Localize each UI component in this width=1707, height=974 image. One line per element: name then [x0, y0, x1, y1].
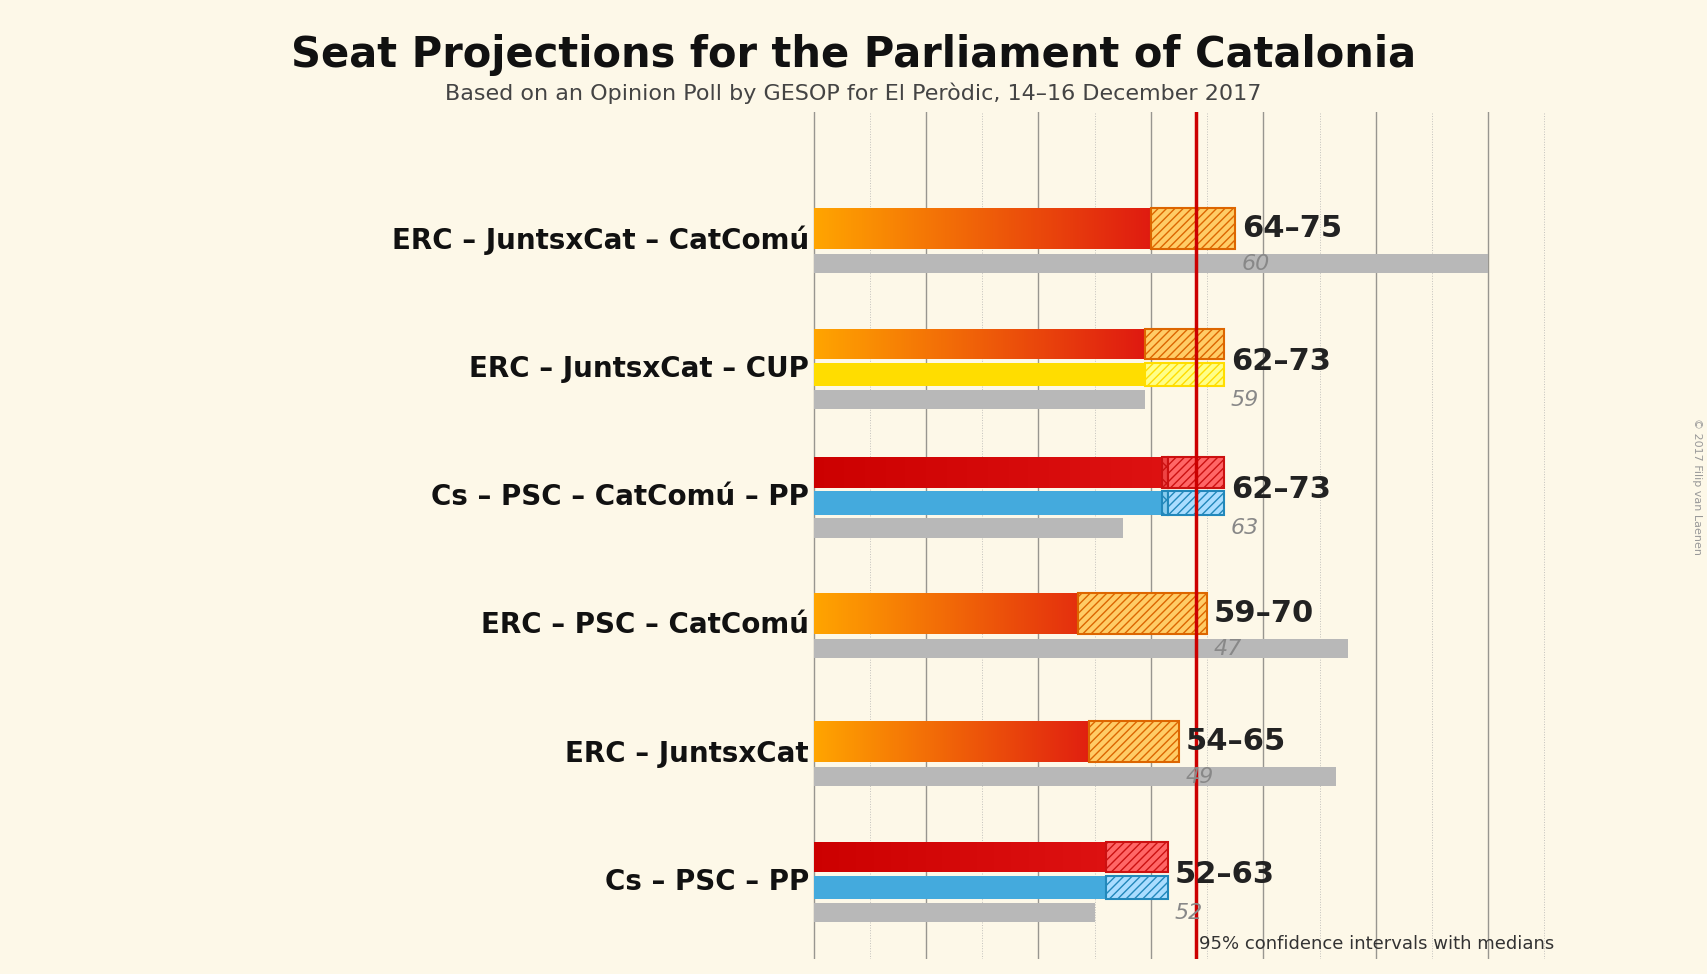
Text: Cs – PSC – PP: Cs – PSC – PP	[604, 868, 809, 896]
Bar	[814, 903, 1094, 922]
Bar	[1162, 457, 1168, 488]
Text: 52–63: 52–63	[1174, 860, 1275, 889]
Text: 62–73: 62–73	[1231, 347, 1330, 376]
Bar	[814, 877, 1168, 899]
Text: Based on an Opinion Poll by GESOP for El Peròdic, 14–16 December 2017: Based on an Opinion Poll by GESOP for El…	[446, 83, 1261, 104]
Bar	[814, 492, 1224, 514]
Bar	[1168, 457, 1224, 488]
Bar	[1145, 363, 1224, 387]
Bar	[814, 639, 1347, 658]
Text: 95% confidence intervals with medians: 95% confidence intervals with medians	[1198, 935, 1553, 953]
Text: © 2017 Filip van Laenen: © 2017 Filip van Laenen	[1692, 419, 1702, 555]
Text: ERC – JuntsxCat: ERC – JuntsxCat	[565, 740, 809, 768]
Text: 63: 63	[1231, 518, 1260, 538]
Bar	[1162, 492, 1168, 514]
Text: 49: 49	[1186, 767, 1214, 787]
Bar	[814, 391, 1145, 409]
Text: Seat Projections for the Parliament of Catalonia: Seat Projections for the Parliament of C…	[290, 34, 1417, 76]
Bar	[1145, 328, 1224, 359]
Text: 60: 60	[1243, 254, 1270, 274]
Text: 54–65: 54–65	[1186, 727, 1285, 756]
Text: ERC – JuntsxCat – CUP: ERC – JuntsxCat – CUP	[469, 355, 809, 383]
Bar	[1151, 208, 1236, 249]
Text: 64–75: 64–75	[1243, 214, 1342, 243]
Text: 59–70: 59–70	[1214, 599, 1314, 628]
Bar	[1106, 877, 1168, 899]
Bar	[814, 768, 1337, 786]
Text: Cs – PSC – CatComú – PP: Cs – PSC – CatComú – PP	[432, 483, 809, 511]
Bar	[1106, 842, 1168, 873]
Bar	[1077, 593, 1207, 634]
Bar	[814, 363, 1162, 387]
Text: 62–73: 62–73	[1231, 475, 1330, 504]
Bar	[814, 518, 1123, 538]
Bar	[814, 254, 1489, 274]
Text: 59: 59	[1231, 390, 1260, 410]
Text: 47: 47	[1214, 639, 1243, 658]
Text: ERC – PSC – CatComú: ERC – PSC – CatComú	[481, 612, 809, 640]
Bar	[1168, 492, 1224, 514]
Text: ERC – JuntsxCat – CatComú: ERC – JuntsxCat – CatComú	[393, 226, 809, 255]
Bar	[1089, 721, 1180, 762]
Text: 52: 52	[1174, 903, 1203, 922]
